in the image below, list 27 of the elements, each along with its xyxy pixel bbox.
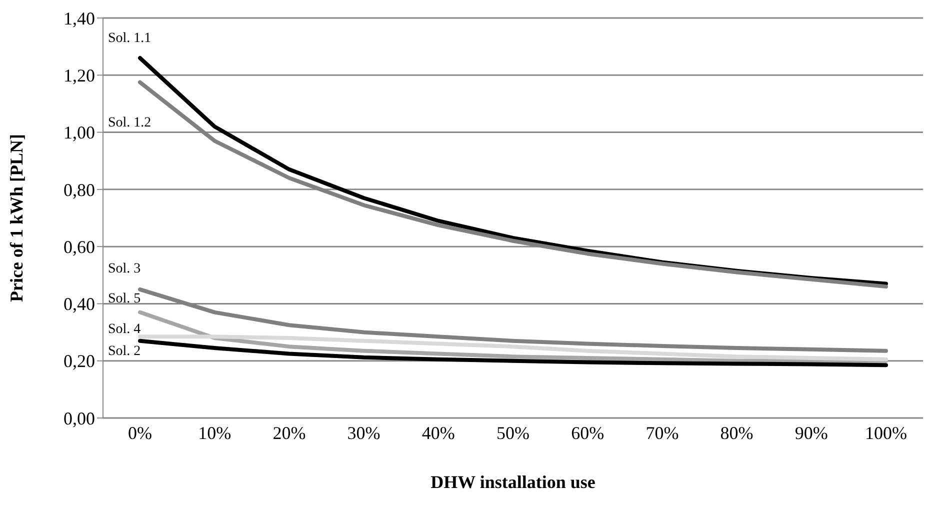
series-label: Sol. 4 xyxy=(108,322,141,337)
y-tick-label: 0,40 xyxy=(64,294,95,314)
series-label: Sol. 1.2 xyxy=(108,116,152,131)
x-tick-label: 0% xyxy=(128,422,152,443)
y-tick-label: 0,60 xyxy=(64,236,95,257)
x-tick-label: 40% xyxy=(422,422,455,443)
x-tick-label: 60% xyxy=(571,422,604,443)
x-tick-label: 20% xyxy=(272,422,306,443)
x-tick-label: 70% xyxy=(646,422,679,443)
series-label: Sol. 2 xyxy=(108,344,141,360)
x-axis-title: DHW installation use xyxy=(430,472,596,492)
y-tick-label: 0,00 xyxy=(64,408,95,428)
y-tick-label: 0,20 xyxy=(64,351,95,372)
y-tick-label: 1,00 xyxy=(64,122,95,143)
x-tick-label: 100% xyxy=(865,422,907,443)
x-tick-label: 10% xyxy=(198,422,232,443)
y-axis-title: Price of 1 kWh [PLN] xyxy=(6,134,26,302)
x-tick-label: 80% xyxy=(720,422,754,443)
x-tick-label: 90% xyxy=(794,422,828,443)
series-label: Sol. 3 xyxy=(108,262,141,277)
x-tick-label: 50% xyxy=(496,422,530,443)
x-tick-label: 30% xyxy=(347,422,380,443)
y-tick-label: 1,20 xyxy=(64,66,95,86)
series-label: Sol. 1.1 xyxy=(108,31,152,46)
series-label: Sol. 5 xyxy=(108,292,141,307)
y-tick-label: 1,40 xyxy=(64,8,95,28)
y-tick-label: 0,80 xyxy=(64,180,95,200)
